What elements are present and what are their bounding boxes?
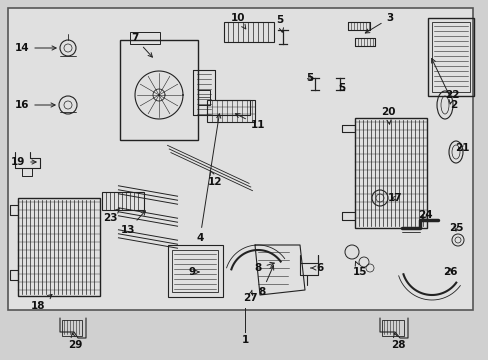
Text: 5: 5 xyxy=(338,83,345,93)
Text: 13: 13 xyxy=(121,211,145,235)
Text: 1: 1 xyxy=(241,335,248,345)
Text: 3: 3 xyxy=(365,13,393,33)
Text: 8: 8 xyxy=(254,262,274,273)
Text: 17: 17 xyxy=(387,193,402,203)
Text: 5: 5 xyxy=(276,15,283,32)
Text: 25: 25 xyxy=(448,223,462,233)
Text: 27: 27 xyxy=(242,290,257,303)
Bar xyxy=(168,245,223,297)
Text: 22: 22 xyxy=(444,90,458,104)
Text: 20: 20 xyxy=(380,107,394,124)
Bar xyxy=(120,40,198,140)
Bar xyxy=(8,8,472,310)
Text: 21: 21 xyxy=(454,143,468,153)
Text: 26: 26 xyxy=(442,267,456,277)
Bar xyxy=(172,250,218,292)
Bar xyxy=(130,32,160,44)
Text: 23: 23 xyxy=(102,208,120,223)
Text: 9: 9 xyxy=(188,267,199,277)
Text: 16: 16 xyxy=(15,100,55,110)
Bar xyxy=(18,198,100,296)
Text: 4: 4 xyxy=(196,114,221,243)
Text: 24: 24 xyxy=(417,210,431,220)
Bar xyxy=(224,22,273,42)
Text: 7: 7 xyxy=(131,33,152,57)
Text: 8: 8 xyxy=(258,266,273,297)
Text: 29: 29 xyxy=(68,333,82,350)
Text: 6: 6 xyxy=(310,263,323,273)
Bar xyxy=(102,192,143,210)
Text: 10: 10 xyxy=(230,13,245,29)
Bar xyxy=(427,18,473,96)
Bar xyxy=(381,320,403,336)
Bar xyxy=(206,100,254,122)
Text: 15: 15 xyxy=(352,261,366,277)
Bar xyxy=(354,118,426,228)
Text: 11: 11 xyxy=(235,114,264,130)
Bar xyxy=(62,320,82,336)
Text: 28: 28 xyxy=(390,333,405,350)
Text: 12: 12 xyxy=(207,171,222,187)
Text: 5: 5 xyxy=(306,73,313,83)
Bar xyxy=(431,22,469,92)
Text: 14: 14 xyxy=(15,43,56,53)
Text: 18: 18 xyxy=(31,294,52,311)
Text: 2: 2 xyxy=(431,58,457,110)
Text: 19: 19 xyxy=(11,157,36,167)
